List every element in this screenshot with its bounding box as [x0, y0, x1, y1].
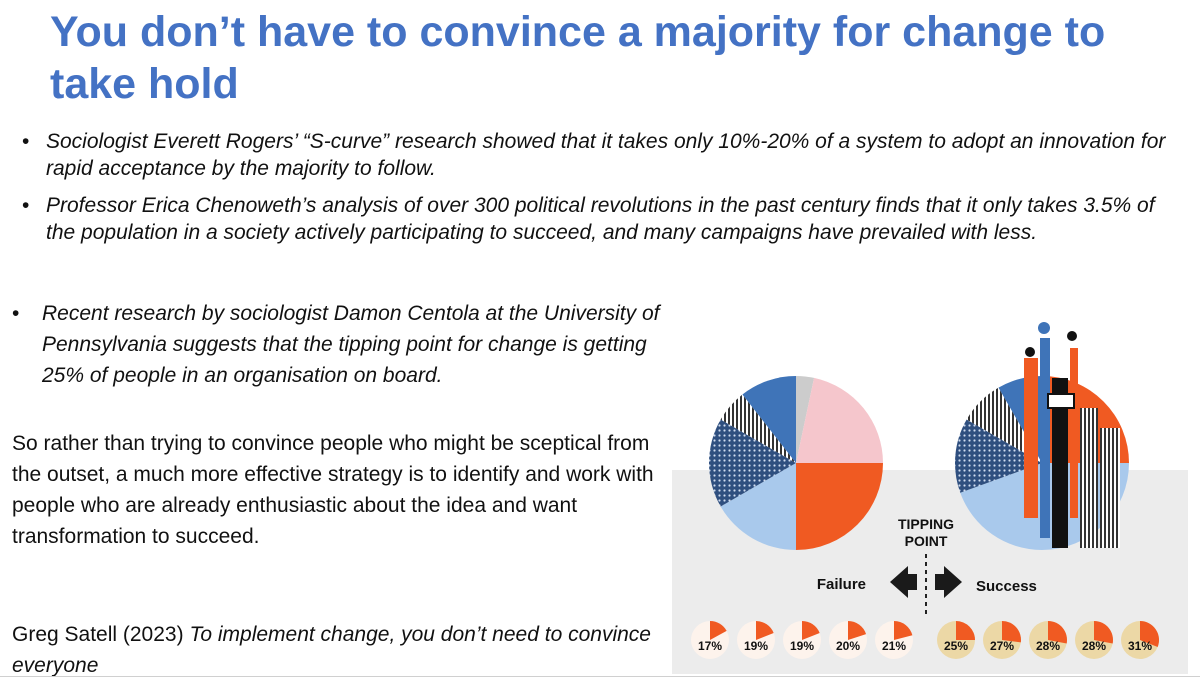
failure-mini-slice-1 — [710, 621, 727, 640]
failure-percent-label-1: 17% — [698, 639, 722, 653]
failure-pie-slice-2 — [796, 377, 883, 463]
failure-mini-slice-3 — [802, 621, 820, 640]
success-mini-pies: 25% 27% 28% 28% 31% — [937, 621, 1160, 659]
failure-percent-label-3: 19% — [790, 639, 814, 653]
slide-title: You don’t have to convince a majority fo… — [50, 8, 1106, 108]
failure-pie — [709, 376, 883, 550]
success-pie-slice-5 — [966, 387, 1042, 463]
failure-pie-slice-1 — [796, 376, 815, 463]
failure-pie-slice-7 — [742, 376, 796, 463]
failure-mini-slice-5 — [894, 621, 913, 640]
citation-title: To implement change, you don’t need to c… — [12, 623, 651, 677]
success-label: Success — [976, 578, 1037, 595]
success-percent-label-5: 31% — [1128, 639, 1152, 653]
success-mini-slice-5 — [1140, 621, 1160, 647]
failure-label: Failure — [817, 576, 866, 593]
tipping-point-marker: TIPPING POINT Failure Success — [817, 516, 1037, 614]
failure-mini-slice-2 — [756, 621, 774, 640]
crowd-illustration — [1024, 322, 1120, 548]
failure-arrow-icon — [890, 566, 917, 598]
failure-mini-pies: 17% 19% 19% 20% 21% — [691, 621, 913, 659]
failure-pie-slice-6 — [720, 394, 796, 463]
failure-mini-slice-4 — [848, 621, 867, 640]
tipping-point-figure: TIPPING POINT Failure Success 17% 19% 19% 2… — [672, 318, 1188, 674]
success-percent-label-2: 27% — [990, 639, 1014, 653]
bullet-dot: • — [12, 302, 20, 325]
bullet-rogers: Sociologist Everett Rogers’ “S-curve” re… — [22, 128, 1182, 182]
tipping-label-line2: POINT — [905, 533, 948, 549]
failure-percent-label-5: 21% — [882, 639, 906, 653]
success-mini-slice-2 — [1002, 621, 1021, 643]
success-mini-slice-1 — [956, 621, 975, 640]
failure-pie-slice-3 — [796, 463, 883, 550]
bullet-centola-text: Recent research by sociologist Damon Cen… — [42, 302, 660, 387]
success-percent-label-3: 28% — [1036, 639, 1060, 653]
failure-percent-label-2: 19% — [744, 639, 768, 653]
success-percent-label-4: 28% — [1082, 639, 1106, 653]
success-mini-slice-4 — [1094, 621, 1113, 644]
success-pie-slice-4 — [955, 419, 1042, 493]
success-arrow-icon — [935, 566, 962, 598]
success-mini-slice-3 — [1048, 621, 1067, 644]
failure-pie-slice-4 — [720, 463, 796, 550]
tipping-label-line1: TIPPING — [898, 516, 954, 532]
failure-pie-slice-5 — [709, 419, 796, 507]
success-percent-label-1: 25% — [944, 639, 968, 653]
success-pie-slice-3 — [960, 463, 1042, 550]
failure-percent-label-4: 20% — [836, 639, 860, 653]
slide-bottom-edge — [0, 676, 1200, 677]
bullet-list: Sociologist Everett Rogers’ “S-curve” re… — [22, 128, 1182, 256]
bullet-chenoweth: Professor Erica Chenoweth’s analysis of … — [22, 192, 1182, 246]
citation-author: Greg Satell (2023) — [12, 623, 184, 646]
strategy-paragraph: So rather than trying to convince people… — [12, 432, 654, 548]
citation: Greg Satell (2023) To implement change, … — [12, 619, 692, 681]
